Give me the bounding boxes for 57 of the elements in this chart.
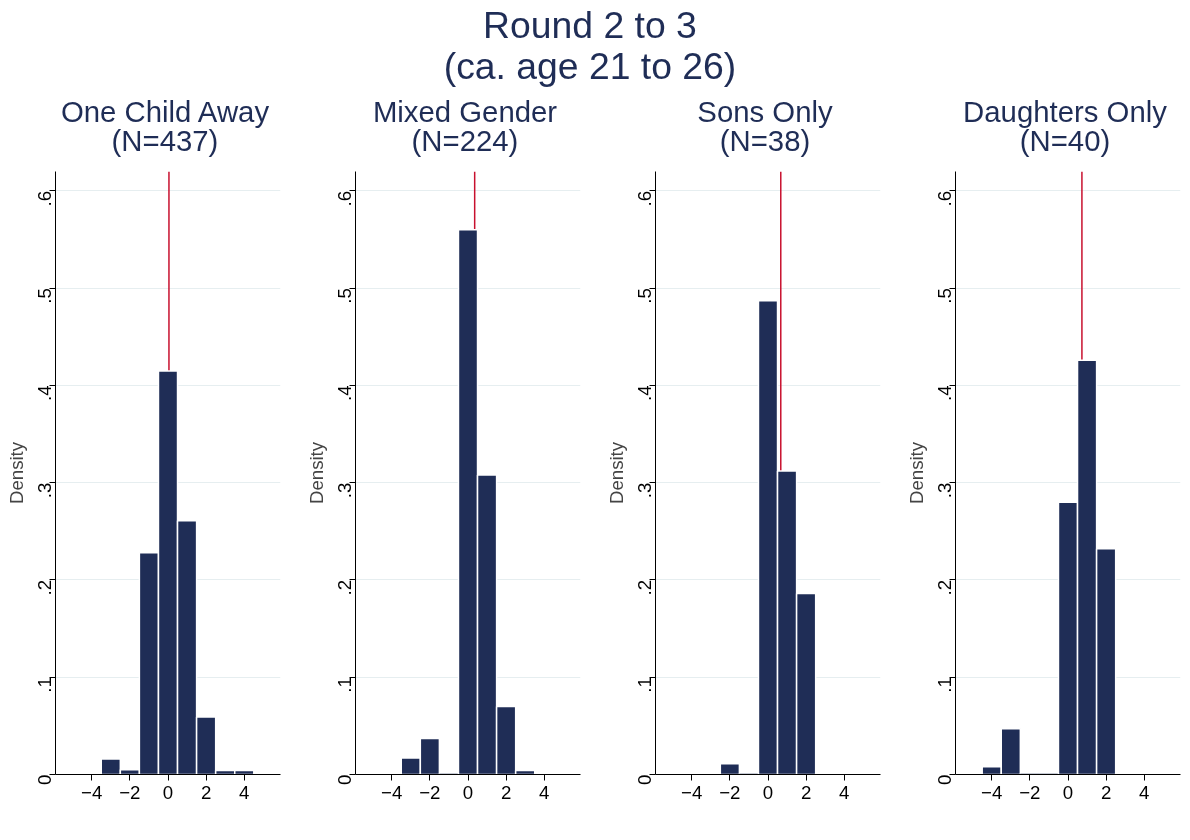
x-tick-label: 0 bbox=[462, 781, 474, 803]
y-tick-label: .6 bbox=[34, 190, 55, 207]
y-tick-label: .5 bbox=[634, 287, 655, 304]
y-tick-label: .2 bbox=[934, 579, 955, 596]
y-tick-label: .3 bbox=[34, 482, 55, 499]
x-tick-label: 2 bbox=[500, 781, 512, 803]
y-tick-label: .1 bbox=[34, 676, 55, 693]
y-tick-label: .3 bbox=[634, 482, 655, 499]
x-tick-label: −2 bbox=[719, 781, 741, 803]
x-tick-label: 0 bbox=[162, 781, 174, 803]
x-tick-label: 0 bbox=[1062, 781, 1074, 803]
x-tick-label: 4 bbox=[1139, 781, 1150, 803]
x-tick-label: −4 bbox=[981, 781, 1003, 803]
x-tick-label: 4 bbox=[239, 781, 250, 803]
y-axis-title: Density bbox=[605, 440, 627, 504]
x-tick-label: 2 bbox=[200, 781, 212, 803]
y-tick-label: 0 bbox=[334, 774, 355, 785]
x-tick-label: 2 bbox=[1100, 781, 1112, 803]
x-tick-label: −2 bbox=[119, 781, 141, 803]
y-tick-label: .1 bbox=[634, 676, 655, 693]
y-tick-label: 0 bbox=[634, 774, 655, 785]
y-tick-label: 0 bbox=[934, 774, 955, 785]
x-tick-label: 2 bbox=[800, 781, 812, 803]
y-tick-label: .1 bbox=[934, 676, 955, 693]
y-tick-label: .2 bbox=[34, 579, 55, 596]
x-tick-label: −2 bbox=[1019, 781, 1041, 803]
y-tick-label: .4 bbox=[34, 385, 55, 401]
chart-title: Mixed Gender (N=224) bbox=[372, 95, 558, 158]
y-tick-label: .4 bbox=[634, 385, 655, 401]
x-tick-label: −4 bbox=[81, 781, 103, 803]
y-tick-label: .2 bbox=[334, 579, 355, 596]
y-tick-label: .6 bbox=[634, 190, 655, 207]
y-tick-label: 0 bbox=[34, 774, 55, 785]
x-tick-label: 0 bbox=[762, 781, 774, 803]
y-tick-label: .6 bbox=[334, 190, 355, 207]
y-tick-label: .2 bbox=[634, 579, 655, 596]
chart-title: Daughters Only (N=40) bbox=[963, 95, 1167, 158]
y-tick-label: .4 bbox=[934, 385, 955, 401]
x-tick-label: −4 bbox=[681, 781, 703, 803]
chart-title: One Child Away (N=437) bbox=[60, 95, 270, 158]
y-tick-label: .4 bbox=[334, 385, 355, 401]
chart-title: Sons Only (N=38) bbox=[697, 95, 833, 158]
x-tick-label: 4 bbox=[839, 781, 850, 803]
y-tick-label: .3 bbox=[934, 482, 955, 499]
y-tick-label: .1 bbox=[334, 676, 355, 693]
y-tick-label: .6 bbox=[934, 190, 955, 207]
y-tick-label: .5 bbox=[934, 287, 955, 304]
y-axis-title: Density bbox=[305, 440, 327, 504]
text: Round 2 to 3 (ca. age 21 to 26) bbox=[443, 4, 737, 88]
y-tick-label: .5 bbox=[334, 287, 355, 304]
x-tick-label: −4 bbox=[381, 781, 403, 803]
y-axis-title: Density bbox=[5, 440, 27, 504]
y-tick-label: .3 bbox=[334, 482, 355, 499]
y-tick-label: .5 bbox=[34, 287, 55, 304]
y-axis-title: Density bbox=[905, 440, 927, 504]
x-tick-label: 4 bbox=[539, 781, 550, 803]
x-tick-label: −2 bbox=[419, 781, 441, 803]
